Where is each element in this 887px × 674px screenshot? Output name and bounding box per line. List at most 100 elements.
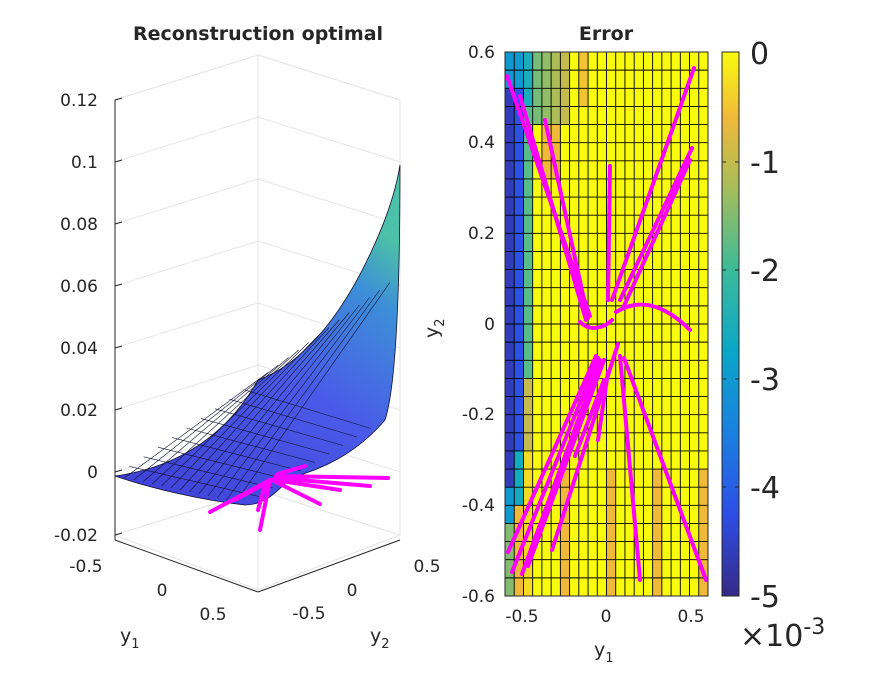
heatmap-cell: [643, 251, 653, 270]
heatmap-cell: [643, 70, 653, 89]
heatmap-cell: [514, 559, 524, 579]
trajectory-line: [233, 480, 270, 502]
heatmap-cell: [569, 124, 580, 143]
heatmap-cell: [523, 287, 533, 307]
heatmap-cell: [606, 251, 617, 270]
heatmap-cell: [523, 215, 533, 234]
heatmap-cell: [597, 559, 607, 579]
heatmap-cell: [624, 142, 635, 162]
heatmap-cell: [578, 523, 589, 542]
heatmap-cell: [606, 559, 617, 579]
heatmap-cell-grid: [505, 52, 708, 596]
heatmap-cell: [661, 88, 672, 107]
heatmap-cell: [578, 487, 589, 506]
heatmap-cell: [606, 414, 617, 434]
heatmap-cell: [597, 233, 607, 252]
heatmap-trajectories: [505, 66, 708, 582]
trajectory-line: [276, 464, 307, 476]
heatmap-cell: [578, 197, 589, 216]
heatmap-cell: [624, 505, 635, 524]
heatmap-cell: [680, 559, 690, 579]
heatmap-cell: [615, 70, 626, 89]
heatmap-cell: [689, 197, 700, 216]
error-heatmap: Error 0.6 0.4: [421, 23, 709, 666]
heatmap-cell: [569, 160, 580, 180]
heatmap-cell: [652, 305, 663, 325]
heatmap-cell: [689, 106, 700, 125]
y-tick-label: 0: [484, 315, 495, 335]
surface-trajectories: [208, 464, 390, 532]
y2-tick-label: 0: [347, 581, 358, 601]
heatmap-cell: [652, 197, 663, 216]
heatmap-cell: [569, 360, 580, 379]
heatmap-cell: [514, 487, 524, 506]
heatmap-cell: [606, 342, 617, 361]
heatmap-cell: [624, 577, 635, 597]
heatmap-cell: [606, 487, 617, 506]
mesh-line: [172, 437, 302, 472]
heatmap-cell: [505, 469, 515, 488]
heatmap-cell: [597, 324, 607, 343]
heatmap-cell: [523, 106, 533, 125]
heatmap-cell: [597, 124, 607, 143]
y1-tick-labels: -0.5 0 0.5: [69, 557, 226, 625]
heatmap-cell: [597, 197, 607, 216]
heatmap-cell: [689, 469, 700, 488]
trajectory-line: [610, 66, 696, 302]
x-tick-label: 0.5: [677, 607, 704, 627]
heatmap-cell: [615, 450, 626, 470]
heatmap-cell: [643, 469, 653, 488]
heatmap-cell: [606, 541, 617, 561]
heatmap-cell: [680, 269, 690, 289]
heatmap-cell: [689, 414, 700, 434]
heatmap-cell: [560, 324, 570, 343]
heatmap-cell: [551, 360, 561, 379]
heatmap-cell: [624, 233, 635, 252]
heatmap-cell: [560, 541, 570, 561]
heatmap-cell: [643, 197, 653, 216]
heatmap-cell: [551, 559, 561, 579]
heatmap-cell: [689, 233, 700, 252]
heatmap-cell: [661, 52, 672, 71]
heatmap-cell: [680, 432, 690, 452]
heatmap-cell: [541, 487, 552, 506]
heatmap-cell: [551, 487, 561, 506]
heatmap-cell: [680, 414, 690, 434]
heatmap-cell: [523, 541, 533, 561]
heatmap-cell: [569, 233, 580, 252]
heatmap-cell: [578, 342, 589, 361]
heatmap-cell: [606, 70, 617, 89]
heatmap-cell: [569, 414, 580, 434]
surface-mesh: [114, 164, 401, 506]
heatmap-cell: [643, 342, 653, 361]
heatmap-cell: [661, 197, 672, 216]
heatmap-cell: [689, 142, 700, 162]
y2-axis-line: [257, 539, 401, 593]
heatmap-cell: [689, 124, 700, 143]
heatmap-cell: [643, 541, 653, 561]
trajectory-line: [273, 476, 372, 488]
heatmap-cell: [606, 432, 617, 452]
heatmap-cell: [634, 142, 644, 162]
heatmap-cell: [532, 251, 543, 270]
heatmap-cell: [689, 287, 700, 307]
mesh-line: [129, 466, 260, 497]
heatmap-cell: [505, 487, 515, 506]
heatmap-cell: [652, 559, 663, 579]
heatmap-cell: [523, 178, 533, 198]
z-gridline: [114, 178, 259, 225]
heatmap-cell: [652, 414, 663, 434]
z-gridline: [114, 302, 259, 349]
y-tick-label: -0.2: [462, 405, 495, 425]
y2-tick-label: 0.5: [413, 557, 440, 577]
heatmap-cell: [541, 559, 552, 579]
heatmap-cell: [523, 160, 533, 180]
heatmap-cell: [634, 70, 644, 89]
heatmap-cell: [606, 505, 617, 524]
heatmap-cell: [578, 505, 589, 524]
heatmap-cell: [523, 142, 533, 162]
heatmap-cell: [680, 197, 690, 216]
mesh-line: [170, 334, 320, 489]
heatmap-cell: [505, 342, 515, 361]
heatmap-cell: [578, 269, 589, 289]
